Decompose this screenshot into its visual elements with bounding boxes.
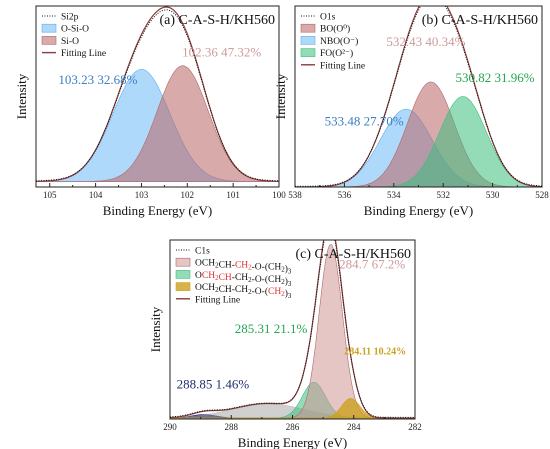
peak-annotation: 103.23 32.68% <box>58 72 137 87</box>
axes-frame <box>35 5 280 188</box>
x-tick-label: 282 <box>408 422 422 432</box>
peak-annotation: 288.85 1.46% <box>177 377 250 392</box>
legend-label: O1s <box>320 13 336 23</box>
legend-label: O-Si-O <box>61 25 89 35</box>
x-tick-label: 101 <box>226 190 240 200</box>
legend: C1sOCH2CH-CH2-O-(CH2)3OCH2CH-CH2-O-(CH2)… <box>175 247 292 305</box>
y-axis-label: Intensity <box>273 73 288 119</box>
peak-annotation: 532.43 40.34% <box>386 34 465 49</box>
legend-label: NBO(O⁻) <box>320 36 358 47</box>
peak-component-3 <box>295 96 542 187</box>
x-tick-label: 100 <box>272 190 286 200</box>
legend-label: OCH2CH-CH2-O-(CH2)3 <box>195 283 292 300</box>
x-tick-label: 528 <box>535 190 549 200</box>
legend-label: C1s <box>195 247 210 257</box>
peak-annotation: 533.48 27.70% <box>325 113 404 128</box>
raw-data-points <box>170 240 415 418</box>
x-tick-label: 284 <box>347 422 361 432</box>
x-axis-label: Binding Energy (eV) <box>364 203 474 218</box>
x-axis-label: Binding Energy (eV) <box>238 435 348 449</box>
legend-symbol-swatch <box>300 36 316 45</box>
fitting-line <box>170 240 415 419</box>
chart-title: (a) C-A-S-H/KH560 <box>160 13 275 28</box>
fitting-line <box>295 6 542 187</box>
x-tick-label: 103 <box>135 190 149 200</box>
plot-area <box>36 6 279 182</box>
y-axis-label: Intensity <box>148 306 163 352</box>
peak-annotation: 284.7 67.2% <box>339 257 405 272</box>
legend-label: OCH2CH-CH2-O-(CH2)3 <box>195 259 292 276</box>
x-tick-label: 534 <box>387 190 401 200</box>
chart-title: (c) C-A-S-H/KH560 <box>296 247 411 262</box>
peak-annotation: 530.82 31.96% <box>456 70 535 85</box>
legend-symbol-swatch <box>175 270 191 279</box>
fitting-line <box>36 6 279 182</box>
x-tick-label: 105 <box>43 190 57 200</box>
x-tick-label: 104 <box>89 190 103 200</box>
legend-label: Si-O <box>61 37 79 47</box>
legend: Si2p O-Si-O Si-O Fitting Line <box>41 13 106 59</box>
plot-area <box>170 240 415 419</box>
legend-label: Fitting Line <box>61 49 106 59</box>
x-tick-label: 536 <box>338 190 352 200</box>
legend-label: Fitting Line <box>320 61 365 71</box>
x-tick-label: 290 <box>163 422 177 432</box>
peak-annotation: 285.31 21.1% <box>235 321 308 336</box>
legend-symbol-swatch <box>175 257 191 267</box>
x-tick-label: 532 <box>436 190 450 200</box>
chart-title: (b) C-A-S-H/KH560 <box>422 13 538 28</box>
chart-panel-3: 290 288 286 284 282 Binding Energy (eV) Intens… <box>148 239 422 449</box>
chart-panel-1: 105 104 103 102 101 100 Binding Energy (eV) Int… <box>14 5 286 218</box>
x-tick-label: 530 <box>486 190 500 200</box>
x-tick-label: 286 <box>286 422 300 432</box>
legend-label: Si2p <box>61 13 79 23</box>
legend-symbol-swatch <box>41 36 57 45</box>
legend-symbol-swatch <box>175 282 191 291</box>
x-tick-label: 288 <box>225 422 239 432</box>
legend-symbol-swatch <box>300 48 316 57</box>
legend-symbol-swatch <box>41 23 57 33</box>
legend-label: Fitting Line <box>195 295 240 305</box>
legend-label: FO(O²⁻) <box>320 48 353 59</box>
x-tick-label: 538 <box>288 190 302 200</box>
plot-area <box>295 6 542 187</box>
y-axis-label: Intensity <box>14 73 29 119</box>
peak-annotation: 284.11 10.24% <box>344 347 406 358</box>
chart-panel-2: 538 536 534 532 530 528 Binding Energy (eV) Int… <box>273 5 549 218</box>
legend-symbol-swatch <box>300 23 316 33</box>
legend-label: OCH2CH-CH2-O-(CH2)3 <box>195 271 292 288</box>
x-axis-label: Binding Energy (eV) <box>103 203 213 218</box>
legend-label: BO(O⁰) <box>320 24 350 35</box>
x-tick-label: 102 <box>181 190 195 200</box>
peak-annotation: 102.36 47.32% <box>182 45 261 60</box>
